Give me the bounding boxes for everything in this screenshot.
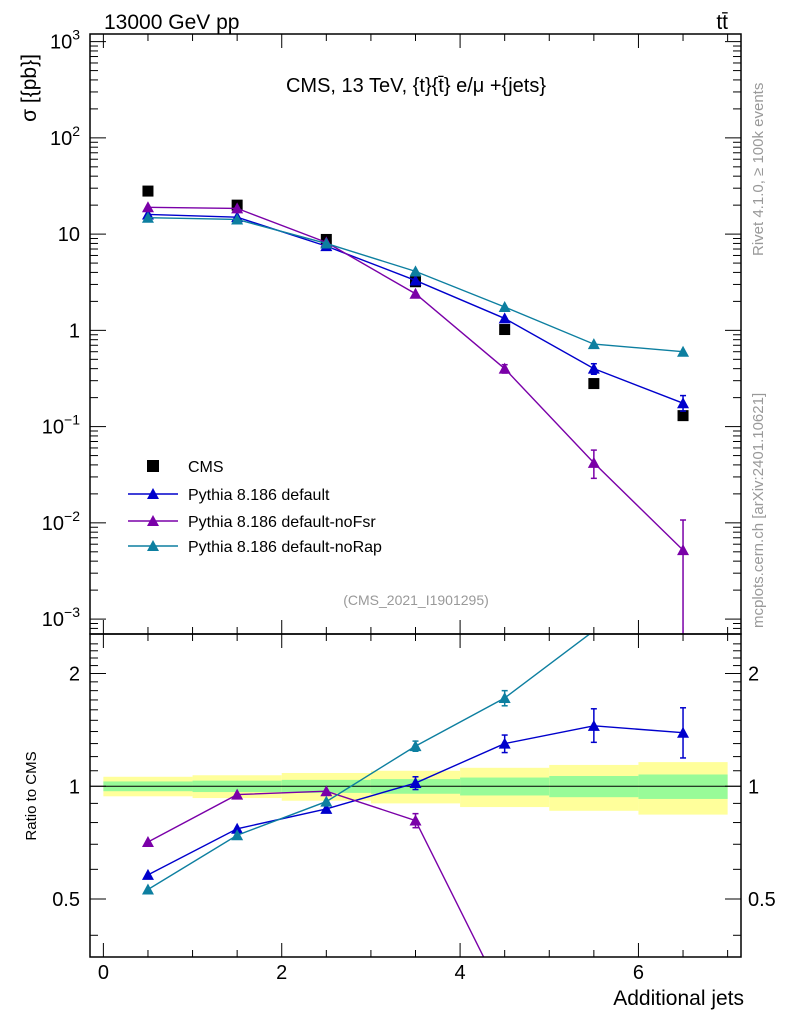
legend-marker-pythia-8-186-default bbox=[147, 488, 159, 499]
ratio-y-tick-label: 0.5 bbox=[52, 889, 80, 911]
main-y-tick-label: 10−3 bbox=[42, 604, 80, 631]
ratio-line-pythia-8-186-default-nofsr bbox=[147, 790, 485, 957]
cms-data-point bbox=[677, 410, 689, 422]
ratio-line-pythia-8-186-default-norap bbox=[147, 634, 591, 891]
ratio-plot-panel: 0.5 0.5 1 1 2 2 0 2 4 6 bbox=[52, 633, 776, 984]
series-line-pythia-8-186-default bbox=[147, 213, 684, 404]
legend-label-pythia-8-186-default: Pythia 8.186 default bbox=[188, 487, 330, 504]
legend: CMS Pythia 8.186 default Pythia 8.186 defa… bbox=[128, 459, 382, 556]
series-marker-pythia-8-186-default bbox=[498, 312, 511, 324]
series-marker-pythia-8-186-default-norap bbox=[141, 211, 154, 223]
ratio-y-tick-label: 2 bbox=[69, 664, 80, 686]
x-axis-label: Additional jets bbox=[613, 987, 744, 1010]
ratio-y-tick-label-right: 1 bbox=[748, 776, 759, 798]
series-marker-pythia-8-186-default-norap bbox=[409, 265, 422, 277]
main-y-tick-label: 103 bbox=[50, 27, 80, 54]
main-y-tick-label: 102 bbox=[50, 123, 80, 150]
cms-data-point bbox=[142, 185, 154, 197]
ratio-data-layer bbox=[141, 634, 690, 957]
ratio-marker-pythia-8-186-default bbox=[498, 737, 511, 749]
legend-marker-pythia-8-186-default-nofsr bbox=[147, 515, 159, 526]
main-y-tick-label: 10−2 bbox=[42, 508, 80, 535]
ratio-marker-pythia-8-186-default bbox=[231, 822, 244, 834]
legend-label-pythia-8-186-default-norap: Pythia 8.186 default-noRap bbox=[188, 539, 382, 556]
x-tick-label: 2 bbox=[276, 962, 287, 984]
x-tick-label: 0 bbox=[98, 962, 109, 984]
series-marker-pythia-8-186-default-nofsr bbox=[409, 287, 422, 299]
legend-marker-pythia-8-186-default-norap bbox=[147, 540, 159, 551]
main-y-axis-label: σ [{pb}] bbox=[18, 54, 41, 122]
series-marker-pythia-8-186-default-nofsr bbox=[677, 544, 690, 556]
x-tick-label: 4 bbox=[455, 962, 466, 984]
series-marker-pythia-8-186-default bbox=[587, 362, 600, 374]
series-marker-pythia-8-186-default-nofsr bbox=[587, 456, 600, 468]
series-marker-pythia-8-186-default-norap bbox=[677, 345, 690, 357]
series-marker-pythia-8-186-default-norap bbox=[320, 237, 333, 249]
ratio-marker-pythia-8-186-default-norap bbox=[320, 795, 333, 807]
ratio-y-tick-label-right: 2 bbox=[748, 664, 759, 686]
legend-label-pythia-8-186-default-nofsr: Pythia 8.186 default-noFsr bbox=[188, 514, 376, 531]
ratio-marker-pythia-8-186-default-norap bbox=[231, 829, 244, 841]
ratio-y-tick-label: 1 bbox=[69, 776, 80, 798]
series-marker-pythia-8-186-default-norap bbox=[231, 213, 244, 225]
ratio-marker-pythia-8-186-default-norap bbox=[409, 740, 422, 752]
analysis-watermark: (CMS_2021_I1901295) bbox=[343, 592, 489, 608]
ratio-marker-pythia-8-186-default-nofsr bbox=[409, 814, 422, 826]
main-y-tick-label: 10 bbox=[58, 224, 80, 246]
ratio-marker-pythia-8-186-default bbox=[409, 777, 422, 789]
ratio-marker-pythia-8-186-default-norap bbox=[498, 692, 511, 704]
ratio-marker-pythia-8-186-default bbox=[677, 726, 690, 738]
ratio-y-axis-label: Ratio to CMS bbox=[23, 751, 40, 840]
main-y-tick-label: 1 bbox=[69, 320, 80, 342]
main-plot-title: CMS, 13 TeV, {t}{t̄} e/μ +{jets} bbox=[286, 75, 546, 97]
rivet-version-label: Rivet 4.1.0, ≥ 100k events bbox=[750, 83, 767, 256]
mcplots-label: mcplots.cern.ch [arXiv:2401.10621] bbox=[750, 393, 767, 628]
ratio-marker-pythia-8-186-default bbox=[587, 719, 600, 731]
main-y-tick-label: 10−1 bbox=[42, 412, 80, 439]
main-data-layer bbox=[141, 185, 690, 634]
series-marker-pythia-8-186-default-norap bbox=[587, 338, 600, 350]
energy-label: 13000 GeV pp bbox=[104, 11, 239, 34]
legend-marker-cms bbox=[147, 460, 159, 472]
cms-data-point bbox=[499, 324, 511, 336]
series-marker-pythia-8-186-default bbox=[677, 397, 690, 409]
series-marker-pythia-8-186-default-nofsr bbox=[498, 362, 511, 374]
ratio-marker-pythia-8-186-default-nofsr bbox=[141, 835, 154, 847]
series-marker-pythia-8-186-default-norap bbox=[498, 300, 511, 312]
ratio-marker-pythia-8-186-default-nofsr bbox=[231, 788, 244, 800]
ratio-marker-pythia-8-186-default-nofsr bbox=[320, 785, 333, 797]
series-marker-pythia-8-186-default-nofsr bbox=[231, 202, 244, 214]
ratio-marker-pythia-8-186-default-norap bbox=[141, 883, 154, 895]
cms-data-point bbox=[588, 378, 600, 390]
process-label: tt̄ bbox=[716, 11, 728, 34]
x-tick-label: 6 bbox=[633, 962, 644, 984]
ratio-marker-pythia-8-186-default bbox=[141, 868, 154, 880]
series-marker-pythia-8-186-default-nofsr bbox=[141, 201, 154, 213]
legend-label-cms: CMS bbox=[188, 459, 224, 476]
ratio-marker-pythia-8-186-default bbox=[320, 802, 333, 814]
ratio-y-tick-label-right: 0.5 bbox=[748, 889, 776, 911]
series-marker-pythia-8-186-default bbox=[409, 274, 422, 286]
ratio-plot-frame bbox=[89, 633, 742, 958]
